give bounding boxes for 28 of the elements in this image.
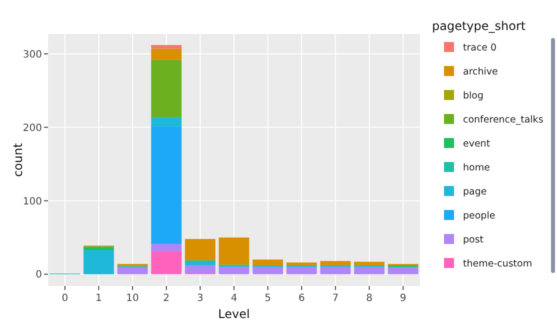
x-tick-label: 1 xyxy=(96,293,102,304)
x-tick-label: 3 xyxy=(196,293,204,304)
x-tick-label: 6 xyxy=(298,293,305,304)
x-tick-label: 10 xyxy=(126,293,139,304)
y-tick-label: 300 xyxy=(22,49,42,60)
x-axis-title: Level xyxy=(218,307,250,321)
legend-label: home xyxy=(463,162,490,174)
y-tick-label: 100 xyxy=(22,196,42,208)
x-tick-label: 9 xyxy=(400,293,406,304)
legend-label: people xyxy=(463,210,496,222)
legend-label: post xyxy=(463,234,484,246)
legend-label: archive xyxy=(463,66,498,78)
legend-label: trace 0 xyxy=(463,42,497,54)
x-tick-label: 4 xyxy=(230,293,238,304)
legend-label: page xyxy=(463,186,487,198)
x-tick-label: 8 xyxy=(366,293,372,304)
x-tick-label: 0 xyxy=(62,293,68,304)
y-tick-label: 0 xyxy=(36,270,42,281)
y-axis-title: count xyxy=(11,142,25,177)
legend-label: event xyxy=(463,138,490,150)
legend-label: theme-custom xyxy=(463,258,532,270)
x-tick-label: 7 xyxy=(332,293,339,304)
legend-label: blog xyxy=(463,90,484,102)
legend-title: pagetype_short xyxy=(432,19,526,33)
x-tick-label: 2 xyxy=(163,293,170,304)
x-tick-label: 5 xyxy=(264,293,272,304)
y-tick-label: 200 xyxy=(22,122,42,134)
legend-label: conference_talks xyxy=(463,114,544,126)
